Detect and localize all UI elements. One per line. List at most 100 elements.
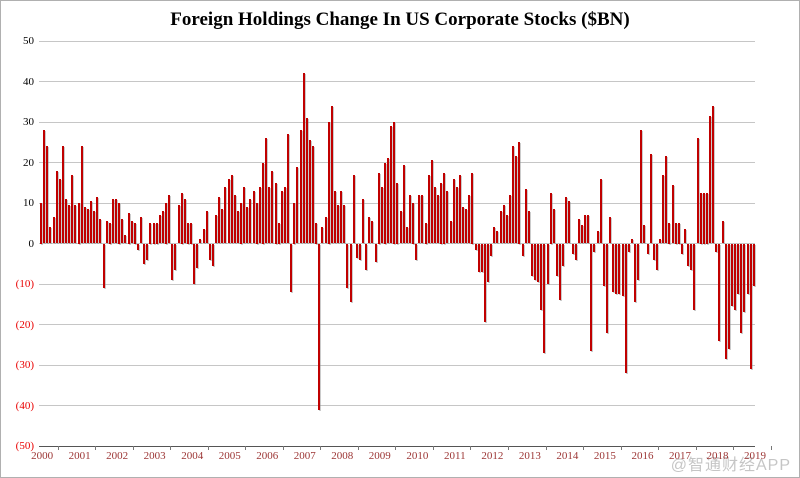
- y-axis-tick-label: 30: [23, 116, 34, 128]
- bar: [424, 223, 427, 244]
- x-axis-year-label: 2006: [256, 450, 279, 462]
- x-axis-tick: [770, 446, 772, 450]
- x-axis-tick: [132, 446, 134, 450]
- bar: [746, 243, 749, 295]
- bar: [437, 194, 440, 244]
- bar: [255, 203, 258, 244]
- bar: [487, 243, 490, 282]
- bar: [690, 243, 693, 270]
- chart-title: Foreign Holdings Change In US Corporate …: [170, 9, 630, 30]
- bar: [174, 243, 177, 270]
- bar: [215, 215, 218, 244]
- bar: [652, 243, 655, 260]
- bar: [702, 192, 705, 244]
- bar: [527, 211, 530, 244]
- bar: [236, 211, 239, 244]
- bar: [727, 243, 730, 349]
- bar: [749, 243, 752, 370]
- bar: [365, 243, 368, 270]
- bar: [740, 243, 743, 333]
- bar: [86, 209, 89, 244]
- x-axis-year-label: 2013: [518, 450, 541, 462]
- bar: [83, 207, 86, 244]
- gridline: [39, 365, 755, 366]
- bar: [230, 174, 233, 244]
- x-axis-tick: [658, 446, 660, 450]
- bar: [521, 243, 524, 256]
- bar: [696, 138, 699, 244]
- gridline: [39, 81, 755, 82]
- bar: [502, 205, 505, 244]
- bar: [52, 217, 55, 244]
- bar: [68, 205, 71, 244]
- bar: [412, 203, 415, 244]
- bar: [374, 243, 377, 262]
- bar: [555, 243, 558, 276]
- bar: [524, 188, 527, 244]
- bar: [443, 172, 446, 244]
- bar: [321, 227, 324, 244]
- bar: [152, 223, 155, 244]
- bar: [709, 115, 712, 244]
- bar: [327, 122, 330, 244]
- x-axis-line: [39, 446, 755, 447]
- x-axis-year-label: 2008: [331, 450, 354, 462]
- bar: [618, 243, 621, 295]
- bar: [190, 223, 193, 244]
- bar: [559, 243, 562, 301]
- bar: [224, 186, 227, 244]
- bar: [662, 174, 665, 244]
- x-axis-year-label: 2017: [668, 450, 691, 462]
- bar: [593, 243, 596, 252]
- x-axis-year-label: 2001: [68, 450, 91, 462]
- bar: [546, 243, 549, 284]
- x-axis-tick: [245, 446, 247, 450]
- bar: [577, 219, 580, 244]
- bar: [480, 243, 483, 272]
- bar: [349, 243, 352, 303]
- bar: [565, 196, 568, 244]
- bar: [49, 227, 52, 244]
- bar: [124, 235, 127, 244]
- bar: [734, 243, 737, 311]
- bar: [449, 221, 452, 244]
- bar: [93, 211, 96, 244]
- bar: [415, 243, 418, 260]
- bar: [130, 221, 133, 244]
- bar: [380, 186, 383, 244]
- bar: [418, 194, 421, 244]
- bar: [211, 243, 214, 266]
- bar: [509, 194, 511, 244]
- bar: [71, 174, 74, 244]
- bar: [393, 122, 396, 244]
- bar: [646, 243, 649, 254]
- x-axis-tick: [695, 446, 697, 450]
- bar: [383, 162, 386, 244]
- bar: [143, 243, 146, 264]
- bar: [609, 217, 612, 244]
- x-axis-tick: [432, 446, 434, 450]
- bar: [258, 186, 261, 244]
- y-axis-tick-label: (20): [15, 318, 34, 331]
- x-axis-tick: [207, 446, 209, 450]
- bar: [337, 205, 340, 244]
- bar: [196, 243, 199, 268]
- bar: [512, 146, 515, 244]
- x-axis-year-label: 2019: [744, 450, 766, 462]
- bar: [280, 190, 283, 244]
- bar: [402, 164, 405, 244]
- x-axis-tick: [583, 446, 585, 450]
- bar: [249, 198, 252, 244]
- bar: [46, 146, 49, 244]
- bar: [65, 198, 67, 244]
- bar: [471, 172, 474, 244]
- bar: [233, 194, 236, 244]
- bar: [562, 243, 565, 266]
- bar: [202, 229, 205, 244]
- bar: [724, 243, 727, 359]
- bar: [274, 182, 277, 244]
- x-axis-year-label: 2005: [218, 450, 241, 462]
- y-axis-tick-label: 20: [23, 156, 34, 169]
- x-axis-year-label: 2010: [406, 450, 429, 462]
